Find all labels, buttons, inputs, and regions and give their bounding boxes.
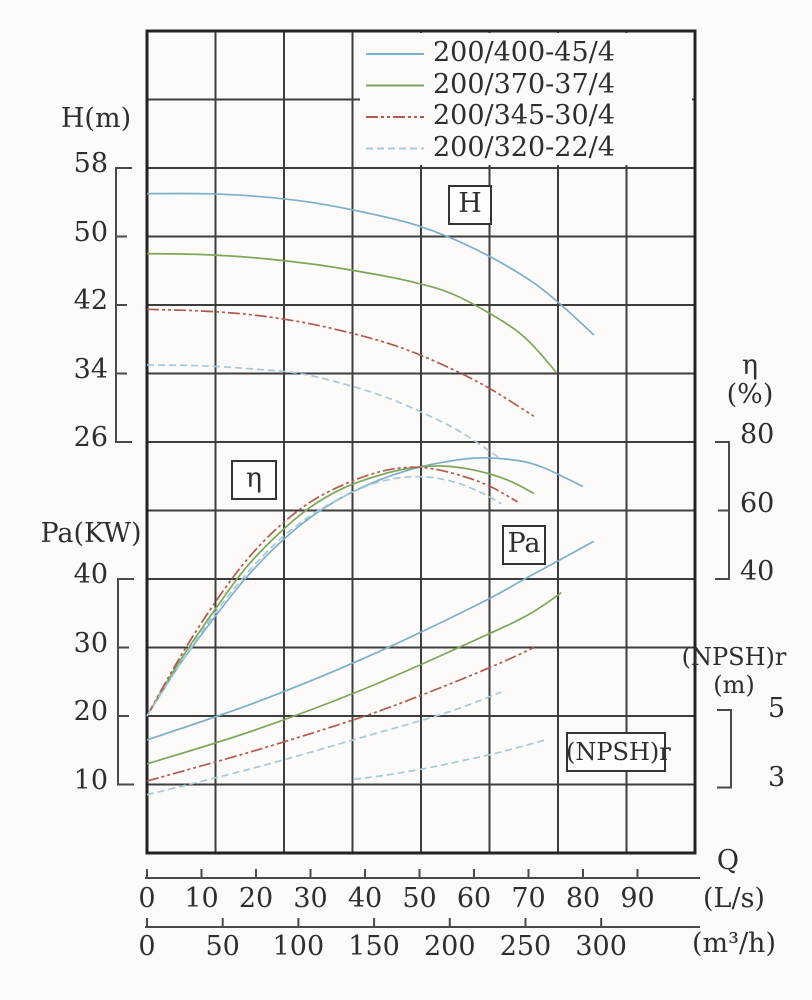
- q-ls-tick-label: 0: [138, 883, 156, 914]
- h-tick-label: 26: [73, 422, 108, 453]
- npsh-tick-label: 5: [768, 693, 786, 724]
- h-curves-tag: H: [458, 188, 482, 219]
- h-axis-bracket: [115, 167, 132, 443]
- npsh-axis-bracket: [717, 709, 732, 789]
- q-m3h-tick-label: 0: [138, 931, 156, 962]
- q-m3h-tick-label: 150: [348, 931, 400, 962]
- pa-curve-200-320-22-4: [146, 691, 502, 796]
- h-tick-label: 34: [73, 353, 108, 385]
- pa-tick-label: 10: [73, 764, 108, 796]
- eta-tick-label: 40: [740, 556, 775, 587]
- eta-tag-box: [231, 460, 277, 500]
- q-ls-tick-label: 20: [238, 883, 274, 914]
- q-m3h-tick-label: 250: [499, 931, 552, 962]
- q-unit-m3h-label: (m³/h): [692, 928, 776, 959]
- pa-tag-box: [502, 525, 546, 565]
- plot-border: [145, 29, 697, 855]
- eta-unit-label: (%): [726, 379, 774, 410]
- eta-curve-200-320-22-4: [146, 475, 502, 717]
- q-ls-tick-label: 50: [402, 883, 437, 914]
- q-ls-tick-label: 60: [456, 883, 492, 914]
- q-ls-tick-label: 40: [347, 883, 383, 914]
- eta-tick-label: 60: [740, 487, 775, 519]
- legend-item-3: 200/320-22/4: [433, 131, 615, 163]
- h-curve-200-320-22-4: [146, 364, 502, 460]
- q-axis-label: Q: [716, 845, 740, 876]
- npsh-unit-label: (m): [713, 671, 755, 699]
- eta-curves-tag: η: [245, 463, 263, 494]
- pa-curve-200-400-45-4: [146, 540, 595, 741]
- h-axis-label: H(m): [60, 103, 132, 134]
- pa-tick-label: 30: [73, 627, 108, 659]
- h-curve-200-400-45-4: [146, 192, 595, 336]
- q-unit-ls-label: (L/s): [703, 883, 765, 914]
- eta-axis-label: η: [741, 350, 759, 381]
- npsh-tick-label: 3: [768, 761, 786, 793]
- npsh-curve--npsh-r-curve: [353, 739, 546, 781]
- legend-item-1: 200/370-37/4: [433, 68, 615, 100]
- q-ls-tick-label: 70: [511, 883, 546, 914]
- h-curve-200-345-30-4: [146, 308, 535, 418]
- pa-tick-label: 40: [73, 559, 108, 590]
- h-tick-label: 58: [73, 148, 108, 179]
- q-ls-tick-label: 80: [565, 883, 601, 914]
- h-curve-200-370-37-4: [146, 252, 557, 373]
- eta-tick-label: 80: [740, 419, 775, 450]
- q-ls-tick-label: 30: [293, 883, 328, 914]
- legend-item-2: 200/345-30/4: [433, 100, 615, 131]
- npsh-axis-label: (NPSH)r: [681, 643, 787, 671]
- pa-axis-bracket: [117, 578, 134, 786]
- q-m3h-tick-label: 50: [205, 931, 240, 962]
- pa-curve-200-345-30-4: [146, 646, 535, 782]
- eta-curve-200-345-30-4: [146, 466, 519, 717]
- q-ls-tick-label: 90: [620, 883, 655, 914]
- pa-tick-label: 20: [73, 696, 108, 727]
- pa-curves-tag: Pa: [507, 528, 541, 559]
- h-tick-label: 50: [73, 216, 108, 248]
- pa-axis-label: Pa(KW): [40, 518, 142, 549]
- legend-item-0: 200/400-45/4: [433, 37, 615, 68]
- pa-curve-200-370-37-4: [146, 591, 562, 765]
- q-ls-tick-label: 10: [184, 883, 219, 914]
- h-tag-box: [448, 185, 492, 225]
- q-m3h-tick-label: 200: [423, 931, 476, 962]
- h-tick-label: 42: [73, 285, 108, 316]
- npsh-tag-box: [566, 732, 666, 772]
- eta-curve-200-370-37-4: [146, 465, 535, 717]
- q-m3h-tick-label: 300: [575, 931, 627, 962]
- eta-axis-bracket: [715, 441, 730, 580]
- npsh-curves-tag: (NPSH)r: [566, 738, 671, 766]
- eta-curve-200-400-45-4: [146, 456, 584, 717]
- q-m3h-tick-label: 100: [272, 931, 325, 962]
